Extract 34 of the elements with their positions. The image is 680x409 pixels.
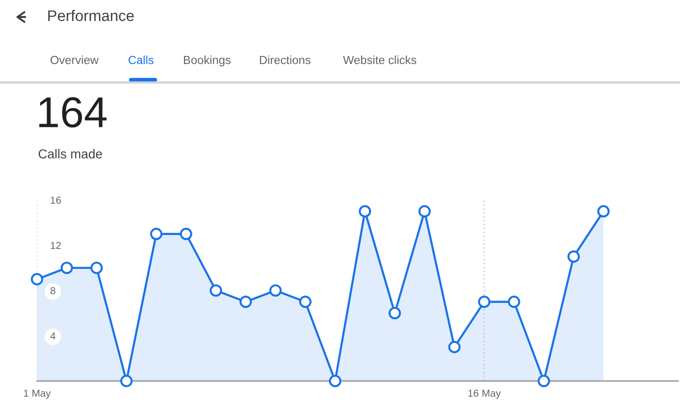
text: Calls (128, 56, 154, 64)
point (60, 262, 73, 274)
point (240, 296, 252, 308)
point (597, 205, 610, 218)
point (120, 374, 133, 388)
point (538, 374, 550, 388)
point (180, 228, 192, 240)
text: Bookings (184, 56, 231, 66)
point (299, 296, 312, 308)
point (567, 250, 580, 263)
text: 164 (39, 97, 107, 128)
point (210, 284, 222, 297)
chart-title: Performance (48, 10, 134, 22)
point (508, 296, 520, 308)
y-tick-label: 4 (50, 332, 56, 340)
y-tick-label: 8 (50, 287, 56, 294)
text: Website clicks (343, 56, 416, 64)
text: Directions (260, 56, 310, 64)
point (30, 273, 44, 286)
y-tick-label: 12 (50, 242, 61, 249)
text: Overview (50, 56, 99, 64)
point (388, 306, 401, 320)
point (478, 296, 490, 308)
x-tick-label: 1 May (24, 390, 51, 399)
point (358, 205, 372, 218)
point (418, 205, 431, 218)
point (90, 262, 103, 274)
point (328, 374, 342, 388)
chart-subtitle: Calls made (38, 148, 102, 158)
y-tick-label: 16 (50, 196, 61, 204)
point (269, 284, 282, 297)
x-tick-label: 16 May (468, 390, 501, 399)
point (150, 228, 162, 240)
point (448, 340, 461, 354)
